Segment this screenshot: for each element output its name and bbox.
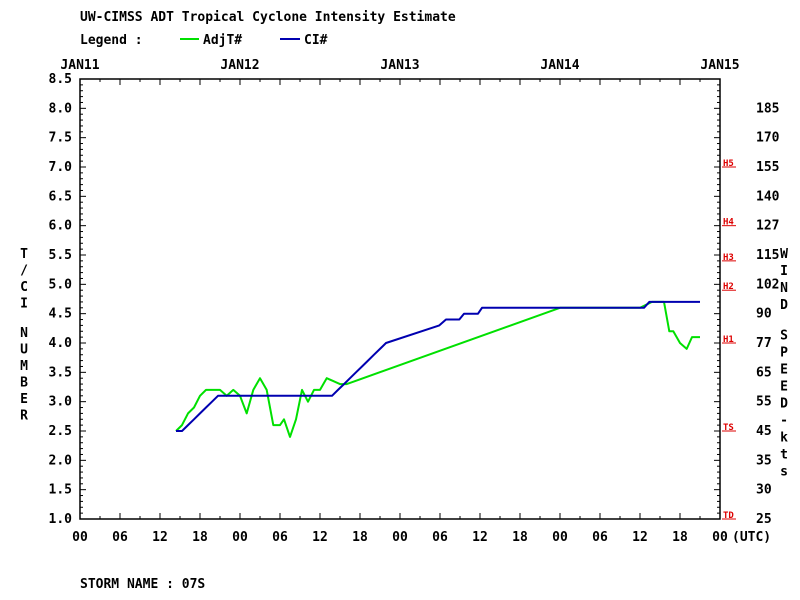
y-left-tick-label: 7.0 — [49, 160, 73, 175]
y-right-tick-label: 77 — [756, 336, 772, 351]
x-hour-label: 00 — [712, 530, 728, 545]
category-label: H4 — [723, 218, 734, 228]
axis-title-char: B — [20, 376, 28, 391]
y-left-tick-label: 7.5 — [49, 131, 72, 146]
axis-title-char: k — [780, 431, 788, 446]
series-layer — [175, 300, 700, 438]
axis-title-char: N — [20, 326, 28, 341]
axis-title-char: E — [780, 363, 788, 378]
y-left-tick-label: 8.0 — [49, 101, 73, 116]
axis-title-char: N — [780, 281, 788, 296]
x-hour-label: 00 — [72, 530, 88, 545]
x-hour-label: 00 — [232, 530, 248, 545]
category-label: H1 — [723, 335, 734, 345]
category-label: TD — [723, 511, 734, 521]
axis-title-char: W — [780, 247, 788, 262]
y-right-tick-label: 45 — [756, 424, 772, 439]
y-right-tick-label: 55 — [756, 395, 772, 410]
category-label: H5 — [723, 159, 734, 169]
axis-title-char: T — [20, 247, 28, 262]
x-hour-label: 06 — [272, 530, 288, 545]
axis-title-char: D — [780, 298, 788, 313]
axis-title-char: E — [780, 380, 788, 395]
x-hour-label: 00 — [392, 530, 408, 545]
x-hour-label: 12 — [472, 530, 488, 545]
axis-title-char: - — [780, 414, 788, 429]
category-label: H2 — [723, 282, 734, 292]
y-right-tick-label: 65 — [756, 365, 772, 380]
y-left-tick-label: 1.0 — [49, 512, 73, 527]
y-right-tick-label: 90 — [756, 307, 772, 322]
y-left-tick-label: 1.5 — [49, 483, 72, 498]
axis-title-char: M — [20, 359, 28, 374]
y-right-tick-label: 170 — [756, 131, 780, 146]
ticks-layer — [79, 78, 721, 520]
y-left-tick-label: 8.5 — [49, 72, 72, 87]
storm-name: STORM NAME : 07S — [80, 577, 205, 592]
axis-title-char: / — [20, 264, 28, 279]
legend-label: Legend : — [80, 33, 143, 48]
axis-title-char: t — [780, 448, 788, 463]
x-hour-label: 12 — [152, 530, 168, 545]
y-left-tick-label: 5.0 — [49, 277, 73, 292]
plot-frame — [79, 78, 721, 520]
y-right-tick-label: 155 — [756, 160, 779, 175]
axis-title-char: I — [20, 297, 28, 312]
x-hour-label: 18 — [512, 530, 528, 545]
axis-title-char: S — [780, 329, 788, 344]
y-right-tick-label: 127 — [756, 219, 779, 234]
category-label: TS — [723, 423, 734, 433]
x-hour-label: 12 — [632, 530, 648, 545]
y-right-tick-label: 35 — [756, 453, 772, 468]
axis-title-char: D — [780, 397, 788, 412]
x-hour-label: 00 — [552, 530, 568, 545]
y-left-tick-label: 4.5 — [49, 307, 72, 322]
y-left-tick-label: 3.0 — [49, 395, 73, 410]
axis-title-char: s — [780, 465, 788, 480]
y-right-tick-label: 115 — [756, 248, 779, 263]
y-left-tick-label: 6.5 — [49, 189, 72, 204]
y-right-tick-label: 25 — [756, 512, 772, 527]
y-right-tick-label: 30 — [756, 483, 772, 498]
y-right-tick-label: 140 — [756, 189, 780, 204]
y-right-tick-label: 102 — [756, 277, 779, 292]
axis-title-char: C — [20, 280, 28, 295]
x-day-label: JAN13 — [380, 58, 419, 73]
axis-title-char: P — [780, 346, 788, 361]
y-left-tick-label: 3.5 — [49, 365, 72, 380]
x-day-label: JAN11 — [60, 58, 99, 73]
x-hour-label: 06 — [592, 530, 608, 545]
x-hour-label: 18 — [192, 530, 208, 545]
axis-title-char: R — [20, 409, 28, 424]
x-day-label: JAN12 — [220, 58, 259, 73]
y-left-tick-label: 5.5 — [49, 248, 72, 263]
x-hour-label: 06 — [112, 530, 128, 545]
x-unit-label: (UTC) — [732, 530, 771, 545]
legend: AdjT# CI# — [180, 33, 328, 48]
y-right-tick-label: 185 — [756, 101, 779, 116]
y-left-tick-label: 2.5 — [49, 424, 72, 439]
y-left-tick-label: 6.0 — [49, 219, 73, 234]
x-day-label: JAN15 — [700, 58, 739, 73]
x-hour-label: 12 — [312, 530, 328, 545]
axis-title-char: U — [20, 343, 28, 358]
chart-title: UW-CIMSS ADT Tropical Cyclone Intensity … — [80, 10, 456, 25]
y-left-tick-label: 4.0 — [49, 336, 73, 351]
legend-ci-label: CI# — [304, 33, 328, 48]
legend-adjt-label: AdjT# — [203, 33, 242, 48]
x-hour-label: 06 — [432, 530, 448, 545]
x-hour-label: 18 — [352, 530, 368, 545]
y-left-tick-label: 2.0 — [49, 453, 73, 468]
series-ci-line — [176, 300, 700, 432]
series-adjt-line — [175, 300, 700, 438]
axis-title-char: E — [20, 392, 28, 407]
x-hour-label: 18 — [672, 530, 688, 545]
axis-title-char: I — [780, 264, 788, 279]
category-label: H3 — [723, 253, 734, 263]
labels-layer: 1.0 1.5 2.0 2.5 3.0 3.5 4.0 4.5 5.0 5.5 6.0 6.5 7.0 7… — [49, 58, 780, 545]
x-day-label: JAN14 — [540, 58, 579, 73]
